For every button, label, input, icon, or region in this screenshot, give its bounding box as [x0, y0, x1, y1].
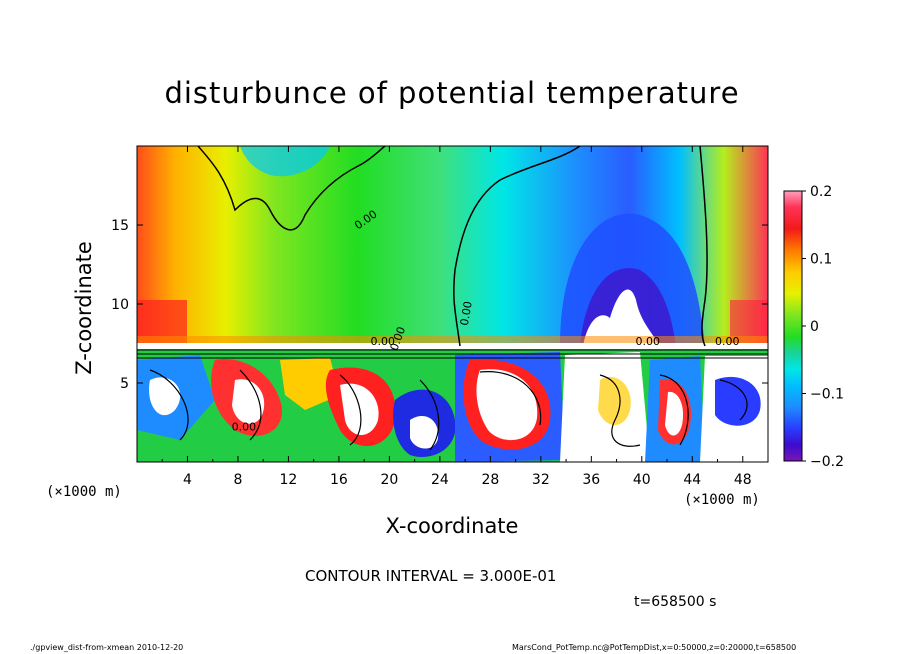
- x-tick-label: 28: [481, 472, 499, 488]
- y-axis-label: Z-coordinate: [72, 241, 96, 375]
- contour-interval-note: CONTOUR INTERVAL = 3.000E-01: [305, 567, 557, 585]
- colorbar-tick-label: 0.2: [810, 184, 832, 200]
- heatmap-field: [137, 146, 768, 462]
- x-tick-label: 40: [633, 472, 651, 488]
- colorbar-tick-label: −0.1: [810, 387, 844, 403]
- colorbar-tick-label: 0: [810, 319, 819, 335]
- contour-label: 0.00: [232, 420, 257, 433]
- colorbar-tick-label: −0.2: [810, 454, 844, 470]
- x-axis-ticks: 4 8 12 16 20 24 28 32 36 40 44 48: [161, 146, 752, 488]
- x-tick-label: 32: [532, 472, 550, 488]
- footer-left: ./gpview_dist-from-xmean 2010-12-20: [30, 643, 184, 652]
- y-tick-label: 5: [120, 376, 129, 392]
- x-unit-left: (×1000 m): [46, 484, 122, 500]
- contour-label: 0.00: [458, 300, 475, 326]
- y-axis-ticks: 5 10 15: [111, 218, 768, 392]
- x-tick-label: 44: [683, 472, 701, 488]
- x-tick-label: 36: [582, 472, 600, 488]
- contour-label: 0.00: [635, 335, 660, 348]
- x-tick-label: 8: [233, 472, 242, 488]
- x-tick-label: 24: [431, 472, 449, 488]
- x-tick-label: 16: [330, 472, 348, 488]
- colorbar-ticks: 0.2 0.1 0 −0.1 −0.2: [802, 184, 844, 470]
- x-tick-label: 12: [280, 472, 298, 488]
- contour-label: 0.00: [370, 335, 395, 348]
- x-axis-label: X-coordinate: [385, 514, 519, 538]
- time-note: t=658500 s: [634, 594, 717, 610]
- x-unit-right: (×1000 m): [684, 492, 760, 508]
- colorbar: [783, 190, 803, 462]
- x-tick-label: 48: [734, 472, 752, 488]
- contour-label: 0.00: [715, 335, 740, 348]
- x-tick-label: 20: [380, 472, 398, 488]
- x-tick-label: 4: [183, 472, 192, 488]
- y-tick-label: 15: [111, 218, 129, 234]
- footer-right: MarsCond_PotTemp.nc@PotTempDist,x=0:5000…: [512, 643, 797, 652]
- chart-title: disturbunce of potential temperature: [164, 76, 740, 110]
- y-tick-label: 10: [111, 297, 129, 313]
- colorbar-tick-label: 0.1: [810, 252, 832, 268]
